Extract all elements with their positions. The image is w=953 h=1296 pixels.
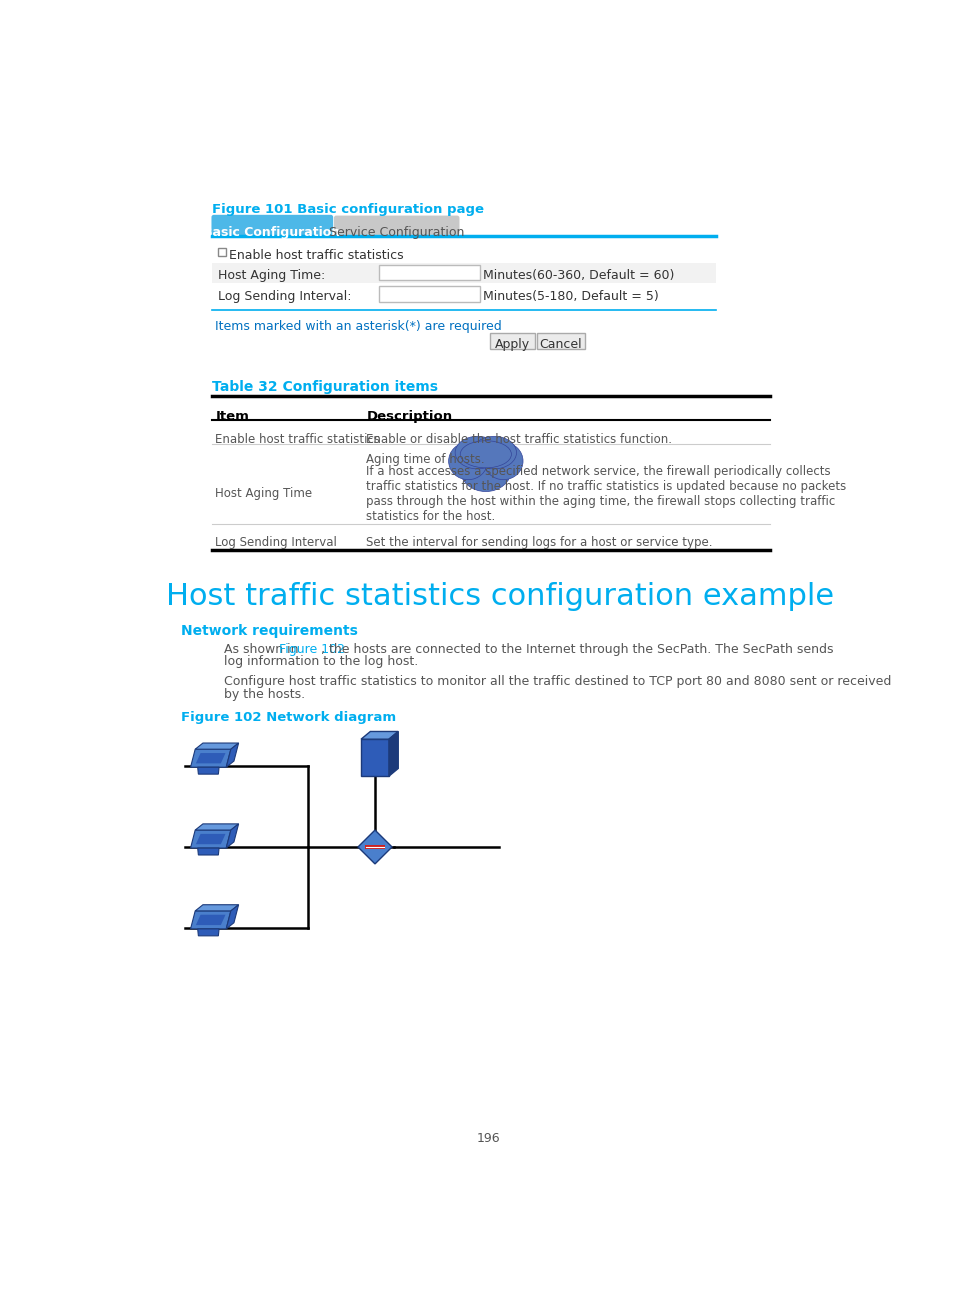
FancyBboxPatch shape [212, 215, 333, 236]
Polygon shape [226, 824, 238, 848]
Polygon shape [364, 845, 385, 849]
Polygon shape [195, 824, 238, 829]
Text: Log Sending Interval:: Log Sending Interval: [218, 290, 352, 303]
Text: Items marked with an asterisk(*) are required: Items marked with an asterisk(*) are req… [215, 320, 501, 333]
Text: Table 32 Configuration items: Table 32 Configuration items [212, 380, 437, 394]
Text: Minutes(5-180, Default = 5): Minutes(5-180, Default = 5) [483, 290, 659, 303]
Polygon shape [197, 929, 219, 936]
Text: Description: Description [366, 410, 452, 422]
Text: 196: 196 [476, 1131, 500, 1144]
Polygon shape [226, 905, 238, 929]
FancyBboxPatch shape [537, 333, 584, 349]
Polygon shape [357, 829, 392, 864]
Text: Log Sending Interval: Log Sending Interval [215, 537, 336, 550]
Bar [378, 286, 479, 302]
Text: Set the interval for sending logs for a host or service type.: Set the interval for sending logs for a … [366, 537, 712, 550]
Text: log information to the log host.: log information to the log host. [224, 656, 417, 669]
Polygon shape [389, 731, 397, 776]
Polygon shape [195, 905, 238, 911]
Text: Enable or disable the host traffic statistics function.: Enable or disable the host traffic stati… [366, 433, 672, 446]
Polygon shape [195, 915, 225, 925]
Bar [378, 264, 479, 280]
Text: Host Aging Time:: Host Aging Time: [218, 268, 325, 281]
Ellipse shape [483, 442, 522, 480]
Text: by the hosts.: by the hosts. [224, 688, 305, 701]
Text: Item: Item [215, 410, 249, 422]
Polygon shape [226, 743, 238, 767]
Ellipse shape [455, 437, 499, 469]
Polygon shape [195, 833, 225, 844]
Polygon shape [360, 739, 389, 776]
Text: Apply: Apply [494, 338, 529, 351]
Text: Cancel: Cancel [539, 338, 581, 351]
Text: Host Aging Time: Host Aging Time [215, 486, 313, 500]
Polygon shape [197, 848, 219, 855]
Text: As shown in: As shown in [224, 643, 302, 656]
Polygon shape [195, 743, 238, 749]
Polygon shape [195, 753, 225, 763]
Text: Host traffic statistics configuration example: Host traffic statistics configuration ex… [166, 582, 833, 612]
Bar [218, 248, 226, 255]
Text: Configure host traffic statistics to monitor all the traffic destined to TCP por: Configure host traffic statistics to mon… [224, 675, 890, 688]
Text: Basic Configuration: Basic Configuration [203, 227, 340, 240]
Polygon shape [191, 749, 231, 767]
Text: Figure 102: Figure 102 [278, 643, 345, 656]
Polygon shape [197, 767, 219, 774]
Text: Figure 101 Basic configuration page: Figure 101 Basic configuration page [212, 203, 484, 216]
Ellipse shape [459, 441, 511, 468]
Bar [212, 263, 716, 284]
Text: Enable host traffic statistics: Enable host traffic statistics [215, 433, 380, 446]
Text: Enable host traffic statistics: Enable host traffic statistics [229, 249, 403, 263]
Text: Service Configuration: Service Configuration [329, 226, 464, 238]
Text: Figure 102 Network diagram: Figure 102 Network diagram [181, 710, 395, 723]
FancyBboxPatch shape [490, 333, 534, 349]
Polygon shape [191, 829, 231, 848]
Polygon shape [360, 731, 397, 739]
Text: If a host accesses a specified network service, the firewall periodically collec: If a host accesses a specified network s… [366, 465, 846, 524]
Ellipse shape [448, 442, 487, 480]
Text: , the hosts are connected to the Internet through the SecPath. The SecPath sends: , the hosts are connected to the Interne… [320, 643, 832, 656]
Bar [212, 236, 716, 347]
Polygon shape [191, 911, 231, 929]
Ellipse shape [472, 437, 516, 469]
Text: Network requirements: Network requirements [181, 625, 357, 639]
Text: Aging time of hosts.: Aging time of hosts. [366, 452, 484, 465]
Ellipse shape [459, 447, 511, 491]
FancyBboxPatch shape [334, 215, 459, 235]
Text: Minutes(60-360, Default = 60): Minutes(60-360, Default = 60) [483, 268, 674, 281]
